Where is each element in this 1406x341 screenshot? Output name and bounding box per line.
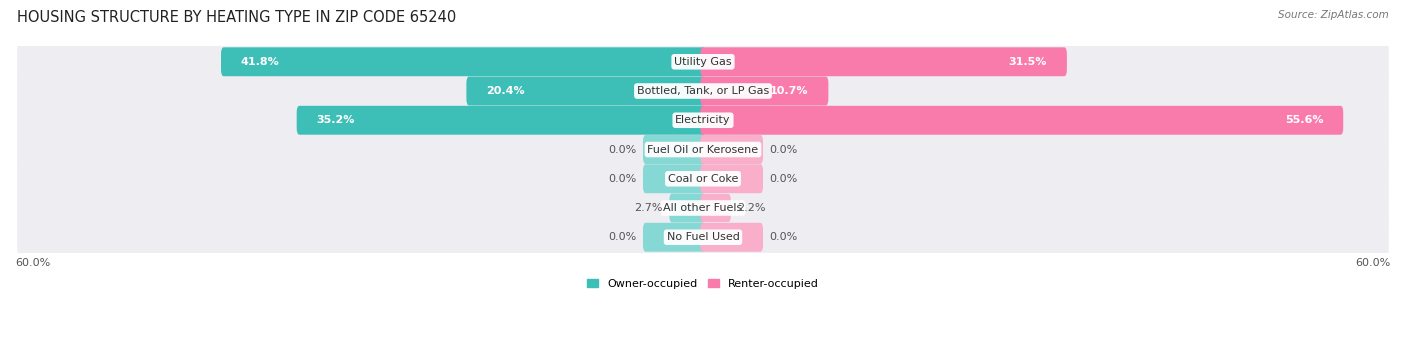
Text: 60.0%: 60.0% xyxy=(15,258,51,268)
FancyBboxPatch shape xyxy=(700,77,828,105)
Text: Electricity: Electricity xyxy=(675,115,731,125)
FancyBboxPatch shape xyxy=(700,135,763,164)
Text: Utility Gas: Utility Gas xyxy=(675,57,731,67)
Text: 60.0%: 60.0% xyxy=(1355,258,1391,268)
FancyBboxPatch shape xyxy=(17,99,1389,142)
Text: 41.8%: 41.8% xyxy=(240,57,280,67)
FancyBboxPatch shape xyxy=(700,106,1343,135)
FancyBboxPatch shape xyxy=(700,223,763,252)
Legend: Owner-occupied, Renter-occupied: Owner-occupied, Renter-occupied xyxy=(582,275,824,294)
Text: 0.0%: 0.0% xyxy=(609,145,637,154)
FancyBboxPatch shape xyxy=(17,187,1389,229)
FancyBboxPatch shape xyxy=(643,135,706,164)
Text: Source: ZipAtlas.com: Source: ZipAtlas.com xyxy=(1278,10,1389,20)
FancyBboxPatch shape xyxy=(467,77,706,105)
Text: 0.0%: 0.0% xyxy=(609,174,637,184)
Text: 10.7%: 10.7% xyxy=(770,86,808,96)
FancyBboxPatch shape xyxy=(17,157,1389,201)
FancyBboxPatch shape xyxy=(221,47,706,76)
Text: 20.4%: 20.4% xyxy=(486,86,524,96)
FancyBboxPatch shape xyxy=(17,216,1389,259)
FancyBboxPatch shape xyxy=(643,223,706,252)
Text: 0.0%: 0.0% xyxy=(769,232,797,242)
Text: No Fuel Used: No Fuel Used xyxy=(666,232,740,242)
Text: 31.5%: 31.5% xyxy=(1008,57,1047,67)
FancyBboxPatch shape xyxy=(700,164,763,193)
Text: 55.6%: 55.6% xyxy=(1285,115,1323,125)
Text: Coal or Coke: Coal or Coke xyxy=(668,174,738,184)
Text: 35.2%: 35.2% xyxy=(316,115,354,125)
FancyBboxPatch shape xyxy=(17,128,1389,171)
FancyBboxPatch shape xyxy=(17,69,1389,113)
Text: 0.0%: 0.0% xyxy=(769,145,797,154)
Text: 0.0%: 0.0% xyxy=(769,174,797,184)
FancyBboxPatch shape xyxy=(643,164,706,193)
Text: 2.2%: 2.2% xyxy=(737,203,766,213)
FancyBboxPatch shape xyxy=(700,47,1067,76)
Text: Fuel Oil or Kerosene: Fuel Oil or Kerosene xyxy=(647,145,759,154)
Text: 0.0%: 0.0% xyxy=(609,232,637,242)
Text: All other Fuels: All other Fuels xyxy=(664,203,742,213)
FancyBboxPatch shape xyxy=(17,40,1389,84)
Text: 2.7%: 2.7% xyxy=(634,203,662,213)
FancyBboxPatch shape xyxy=(297,106,706,135)
Text: HOUSING STRUCTURE BY HEATING TYPE IN ZIP CODE 65240: HOUSING STRUCTURE BY HEATING TYPE IN ZIP… xyxy=(17,10,456,25)
Text: Bottled, Tank, or LP Gas: Bottled, Tank, or LP Gas xyxy=(637,86,769,96)
FancyBboxPatch shape xyxy=(700,194,731,222)
FancyBboxPatch shape xyxy=(669,194,706,222)
